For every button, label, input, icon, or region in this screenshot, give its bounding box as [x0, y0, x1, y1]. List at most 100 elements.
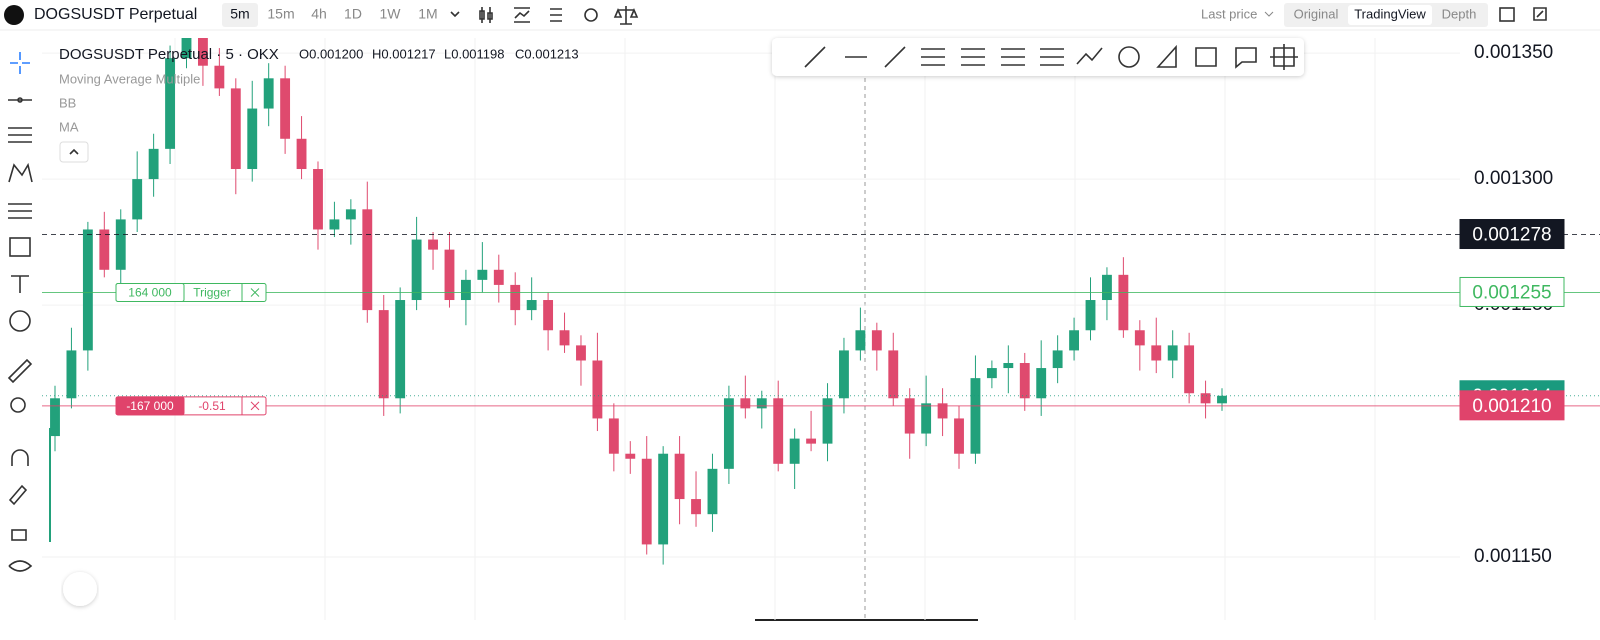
- projection-tool[interactable]: [8, 203, 32, 219]
- candle-body: [773, 398, 784, 464]
- candle-body: [444, 249, 455, 301]
- legend-title: DOGSUSDT Perpetual · 5 · OKX: [59, 46, 279, 63]
- interval[interactable]: 1W: [380, 6, 402, 22]
- interval[interactable]: 1M: [418, 6, 437, 22]
- candle-body: [50, 398, 60, 437]
- candle-body: [641, 458, 652, 545]
- candle-body: [493, 269, 504, 285]
- indicators[interactable]: [514, 7, 530, 23]
- indicator[interactable]: Moving Average Multiple: [59, 71, 200, 86]
- order-qty: -167 000: [126, 399, 174, 413]
- candle-body: [543, 300, 554, 331]
- visibility-tool[interactable]: [8, 560, 33, 572]
- tv-logo[interactable]: [63, 572, 97, 606]
- indicator[interactable]: MA: [59, 119, 79, 134]
- price-label: 0.001255: [1472, 282, 1551, 303]
- drawing-toolbar: [772, 38, 1304, 76]
- candle-body: [247, 108, 258, 170]
- interval[interactable]: 5m: [230, 6, 249, 22]
- candle-body: [230, 88, 241, 170]
- order-cancel[interactable]: [250, 401, 260, 411]
- order-qty: 164 000: [128, 286, 172, 300]
- candle-body: [1085, 300, 1096, 331]
- candle-body: [329, 219, 340, 230]
- candle-body: [756, 398, 767, 409]
- y-tick-label: 0.001350: [1474, 42, 1553, 63]
- dropdown[interactable]: [450, 11, 460, 18]
- candle-body: [1200, 393, 1211, 404]
- candle-body: [707, 468, 718, 515]
- candle-body: [378, 310, 389, 399]
- price-label-bg: [1459, 219, 1565, 250]
- candle-body: [526, 300, 537, 311]
- interval-active: [222, 3, 258, 27]
- text-tool[interactable]: [11, 275, 29, 293]
- candle-body: [214, 65, 225, 89]
- candle-body: [1069, 330, 1080, 351]
- price-source[interactable]: Last price: [1201, 6, 1257, 21]
- draw-tools[interactable]: [1156, 44, 1298, 70]
- candle-body: [871, 330, 882, 351]
- candle-body: [1151, 345, 1162, 361]
- fullscreen[interactable]: [1533, 7, 1547, 21]
- draw-tool[interactable]: [1118, 46, 1140, 68]
- fib-tool[interactable]: [8, 127, 32, 143]
- candle-body: [986, 368, 997, 379]
- interval[interactable]: 1D: [344, 6, 362, 22]
- emoji-tool[interactable]: [9, 310, 31, 332]
- lock-tool[interactable]: [11, 529, 27, 541]
- chart-type[interactable]: [479, 7, 493, 23]
- order-qty-bg: [115, 396, 185, 416]
- view[interactable]: Depth: [1442, 6, 1477, 21]
- interval[interactable]: 15m: [267, 6, 294, 22]
- lock-draw-tool[interactable]: [8, 484, 28, 506]
- symbol[interactable]: DOGSUSDT Perpetual: [34, 6, 197, 23]
- shape-tool[interactable]: [9, 237, 31, 257]
- dropdown[interactable]: [1264, 11, 1274, 17]
- order-tag: Trigger: [193, 286, 231, 300]
- candle-body: [691, 499, 701, 515]
- candle-body: [806, 438, 817, 444]
- pattern-tool[interactable]: [8, 162, 33, 183]
- order-cancel[interactable]: [250, 288, 260, 297]
- candle-body: [592, 360, 603, 419]
- interval[interactable]: 4h: [311, 6, 327, 22]
- candle-body: [148, 148, 159, 180]
- cursor-tool[interactable]: [10, 52, 30, 74]
- collapse[interactable]: [59, 141, 89, 163]
- candle-body: [855, 330, 866, 351]
- candle-body: [296, 138, 307, 170]
- candle-body: [888, 350, 899, 399]
- ruler-tool[interactable]: [7, 358, 33, 384]
- candle-body: [822, 398, 833, 444]
- line-tool[interactable]: [8, 97, 32, 103]
- view-active: [1348, 5, 1432, 25]
- candle-body: [1184, 345, 1195, 394]
- templates[interactable]: [550, 8, 562, 22]
- zoom-tool[interactable]: [10, 397, 26, 413]
- candle-body: [510, 284, 521, 311]
- legend: DOGSUSDT Perpetual · 5 · OKX O0.001200 H…: [59, 46, 579, 606]
- view[interactable]: TradingView: [1354, 6, 1426, 21]
- candle-body: [954, 418, 964, 454]
- magnet-tool[interactable]: [11, 449, 29, 466]
- indicator[interactable]: BB: [59, 95, 76, 110]
- candle-body: [608, 418, 619, 454]
- candle-body: [395, 300, 406, 399]
- candle-body: [165, 58, 175, 149]
- legend-low: L0.001198: [444, 46, 505, 61]
- plot: [50, 38, 1227, 565]
- legend-high: H0.001217: [372, 46, 436, 61]
- draw-tools[interactable]: [804, 46, 1103, 68]
- price-label: 0.001278: [1472, 225, 1551, 246]
- top-bar: DOGSUSDT Perpetual 5m 15m 4h 1D 1W 1M La…: [4, 3, 1547, 27]
- settings[interactable]: [584, 8, 598, 22]
- left-toolbar: [7, 52, 51, 572]
- layout[interactable]: [1499, 7, 1515, 22]
- candle-body: [1167, 345, 1178, 361]
- view[interactable]: Original: [1294, 6, 1339, 21]
- compare[interactable]: [613, 6, 639, 25]
- candle-body: [1134, 330, 1145, 346]
